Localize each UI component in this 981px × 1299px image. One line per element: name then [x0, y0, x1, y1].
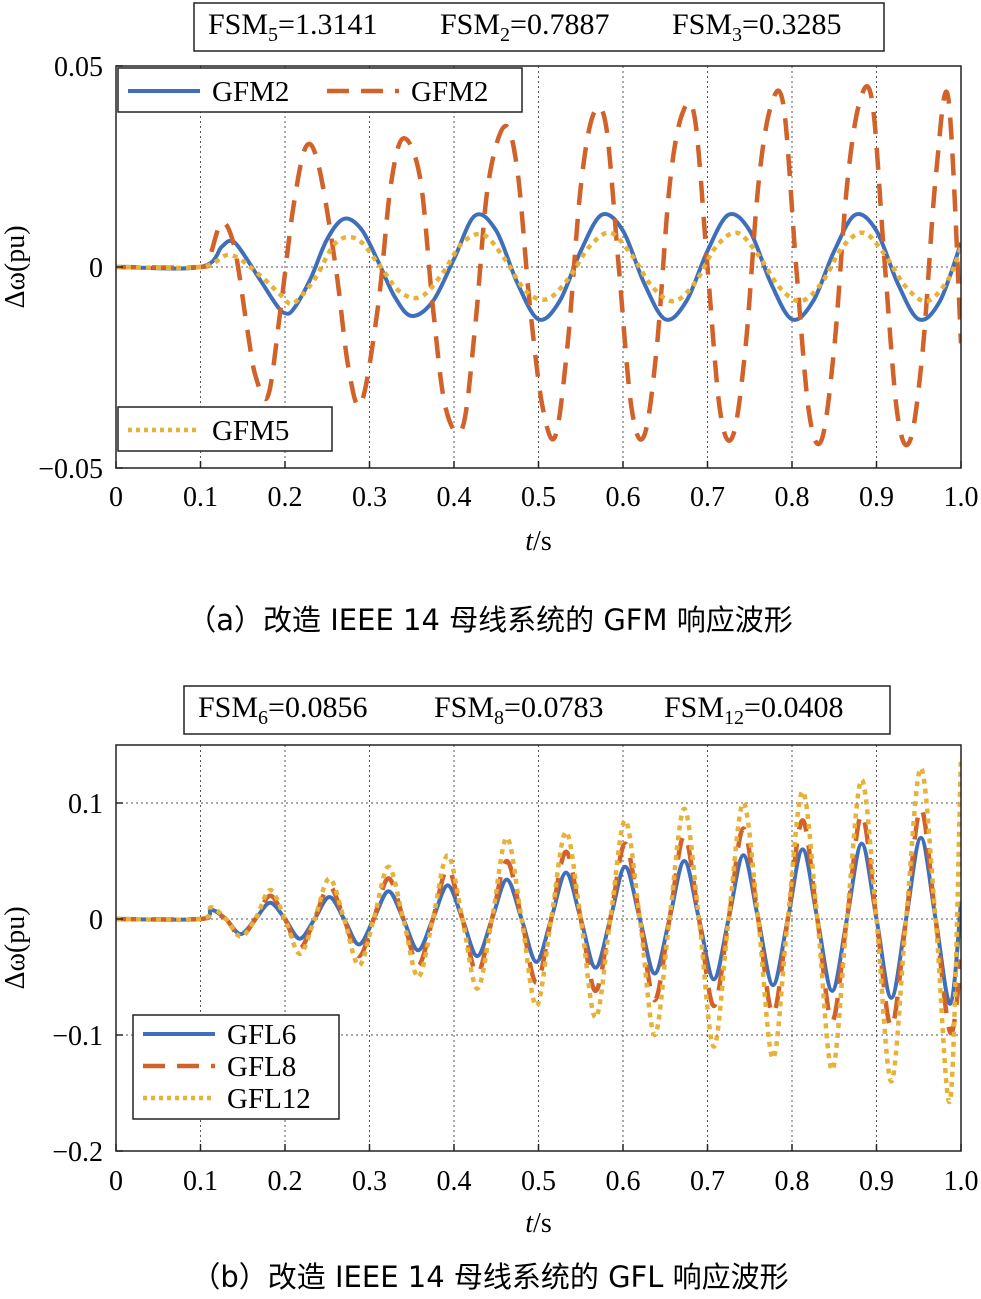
fsm-label: FSM8=0.0783 — [434, 691, 603, 729]
x-tick-label: 0.5 — [521, 1166, 556, 1197]
x-tick-label: 0.3 — [352, 1166, 387, 1197]
x-axis-label: t/s — [525, 526, 551, 557]
fsm-label: FSM12=0.0408 — [664, 691, 843, 729]
y-axis-label: Δω(pu) — [0, 906, 31, 989]
fsm-box — [183, 685, 891, 735]
fsm-label: FSM6=0.0856 — [198, 691, 367, 729]
x-tick-label: 0 — [109, 1166, 123, 1197]
x-tick-label: 1.0 — [944, 1166, 979, 1197]
legend-label: GFL6 — [227, 1019, 296, 1051]
fsm-value: =0.3285 — [742, 8, 841, 41]
legend-label: GFM2 — [411, 76, 488, 108]
x-tick-label: 0.6 — [606, 1166, 641, 1197]
legend-label: GFM2 — [212, 76, 289, 108]
fsm-base: FSM — [672, 8, 732, 41]
x-tick-label: 0.1 — [183, 1166, 218, 1197]
x-tick-label: 0.6 — [606, 482, 641, 513]
fsm-subscript: 3 — [732, 24, 742, 46]
fsm-subscript: 8 — [494, 707, 504, 729]
y-tick-label: −0.1 — [52, 1021, 103, 1052]
y-tick-label: −0.2 — [52, 1137, 103, 1168]
y-tick-label: 0.1 — [68, 789, 103, 820]
y-tick-label: 0 — [89, 253, 103, 284]
legend-label: GFL8 — [227, 1051, 296, 1083]
x-axis-label-unit: /s — [533, 1208, 552, 1239]
fsm-base: FSM — [208, 8, 268, 41]
series-line-gfl12-dotted — [116, 756, 961, 1105]
x-tick-label: 0.3 — [352, 482, 387, 513]
fsm-base: FSM — [198, 691, 258, 724]
x-tick-label: 0.7 — [690, 1166, 725, 1197]
fsm-label: FSM2=0.7887 — [440, 8, 609, 46]
chart-panel-b: 0 0.1 0.2 0.3 0.4 0.5 0.6 0.7 0.8 0.9 1.0 −0.2 −0.1 0… — [0, 685, 979, 1294]
fsm-subscript: 5 — [268, 24, 278, 46]
x-tick-label: 0.8 — [775, 1166, 810, 1197]
x-axis-label: t/s — [525, 1208, 551, 1239]
x-tick-label: 0.7 — [690, 482, 725, 513]
y-tick-label: −0.05 — [38, 454, 103, 485]
chart-panel-a: 0 0.1 0.2 0.3 0.4 0.5 0.6 0.7 0.8 0.9 1.0−0.0500.0… — [0, 2, 979, 637]
legend-label: GFL12 — [227, 1083, 311, 1115]
legend-box — [117, 67, 523, 113]
y-tick-label: 0.05 — [54, 52, 103, 83]
fsm-subscript: 6 — [258, 707, 268, 729]
x-axis-label-var: t — [525, 1208, 534, 1239]
series-group — [116, 84, 961, 448]
x-axis-label-unit: /s — [533, 526, 552, 557]
legend-label: GFM5 — [212, 415, 289, 447]
x-tick-label: 1.0 — [944, 482, 979, 513]
fsm-base: FSM — [434, 691, 494, 724]
fsm-value: =0.0408 — [744, 691, 843, 724]
x-tick-label: 0.2 — [268, 1166, 303, 1197]
fsm-value: =1.3141 — [278, 8, 377, 41]
fsm-box — [193, 2, 885, 52]
fsm-subscript: 2 — [500, 24, 510, 46]
series-group — [116, 756, 961, 1105]
x-tick-label: 0.2 — [268, 482, 303, 513]
fsm-value: =0.7887 — [510, 8, 609, 41]
y-tick-label: 0 — [89, 905, 103, 936]
x-tick-label: 0.4 — [437, 482, 472, 513]
figure-caption: （b）改造 IEEE 14 母线系统的 GFL 响应波形 — [191, 1260, 788, 1294]
y-axis-label: Δω(pu) — [0, 225, 31, 308]
x-tick-label: 0.8 — [775, 482, 810, 513]
series-line-gfm2-dashed — [116, 84, 961, 448]
fsm-base: FSM — [440, 8, 500, 41]
fsm-value: =0.0783 — [504, 691, 603, 724]
fsm-subscript: 12 — [724, 707, 744, 729]
figure-caption: （a）改造 IEEE 14 母线系统的 GFM 响应波形 — [187, 603, 792, 637]
series-line-gfm5-dotted — [116, 230, 961, 307]
x-tick-label: 0.1 — [183, 482, 218, 513]
fsm-label: FSM3=0.3285 — [672, 8, 841, 46]
x-tick-label: 0 — [109, 482, 123, 513]
x-tick-label: 0.5 — [521, 482, 556, 513]
x-tick-label: 0.9 — [859, 482, 894, 513]
fsm-value: =0.0856 — [268, 691, 367, 724]
x-tick-label: 0.4 — [437, 1166, 472, 1197]
fsm-label: FSM5=1.3141 — [208, 8, 377, 46]
fsm-base: FSM — [664, 691, 724, 724]
x-axis-label-var: t — [525, 526, 534, 557]
series-line-gfm2-solid — [116, 211, 961, 322]
x-tick-label: 0.9 — [859, 1166, 894, 1197]
